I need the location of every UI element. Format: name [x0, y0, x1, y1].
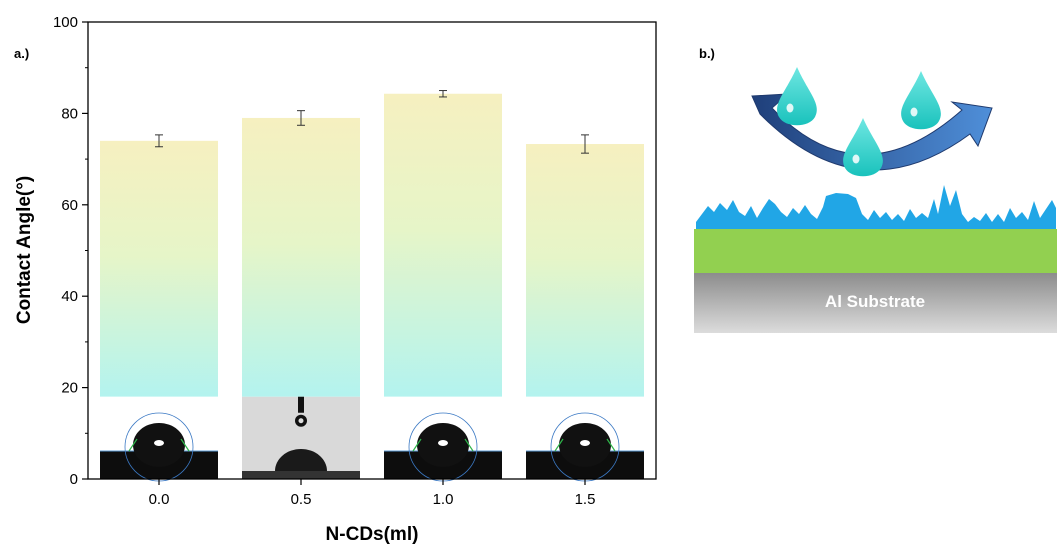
- x-tick-label: 0.5: [291, 491, 312, 508]
- droplet-highlight: [154, 440, 164, 446]
- droplet-highlight: [438, 440, 448, 446]
- x-axis-ticks: 0.0 0.5 1.0 1.5: [149, 479, 596, 508]
- droplet-inset-group: [100, 396, 644, 482]
- droplet-highlight: [580, 440, 590, 446]
- x-tick-label: 1.5: [575, 491, 596, 508]
- y-tick-label: 80: [61, 105, 78, 122]
- droplet-photo-inset: [242, 396, 360, 479]
- tangent-line: [606, 438, 616, 452]
- y-tick-label: 100: [53, 14, 78, 31]
- bar: [526, 144, 644, 397]
- y-tick-label: 0: [70, 471, 78, 488]
- panel-a-label: a.): [14, 46, 29, 61]
- tangent-line: [554, 438, 564, 452]
- x-tick-label: 0.0: [149, 491, 170, 508]
- green-coating-layer: [694, 229, 1057, 273]
- x-axis-title: N-CDs(ml): [326, 524, 419, 545]
- needle-drop-highlight: [298, 418, 304, 424]
- error-bar-group: [155, 90, 589, 154]
- water-droplet-icon: [901, 71, 941, 130]
- bar-group: [100, 93, 644, 397]
- rough-coating-layer: [696, 185, 1056, 230]
- y-tick-label: 60: [61, 197, 78, 214]
- droplet-photo-inset: [100, 396, 218, 482]
- panel-b-label: b.): [699, 46, 715, 61]
- water-droplet-icon: [843, 118, 883, 177]
- y-tick-label: 20: [61, 380, 78, 397]
- rebound-arrow-icon: [751, 93, 993, 171]
- photo-surface: [242, 471, 360, 479]
- bar: [384, 93, 502, 397]
- tangent-line: [128, 438, 138, 452]
- substrate-label: Al Substrate: [825, 292, 925, 311]
- bar: [242, 117, 360, 397]
- x-tick-label: 1.0: [433, 491, 454, 508]
- al-substrate: [694, 273, 1057, 333]
- tangent-line: [412, 438, 422, 452]
- y-axis-title: Contact Angle(°): [14, 176, 35, 324]
- needle: [298, 396, 304, 413]
- bar: [100, 140, 218, 397]
- droplet-photo-inset: [526, 396, 644, 482]
- droplet: [275, 449, 327, 471]
- panel-a-chart: a.) 0 20 40 60 80 100 0.0 0.5 1.0 1.5 Contact An…: [14, 14, 657, 545]
- tangent-line: [180, 438, 190, 452]
- water-droplet-icon: [777, 67, 817, 126]
- panel-b-schematic: b.) Al Substrate: [694, 46, 1057, 333]
- y-tick-label: 40: [61, 288, 78, 305]
- y-axis-ticks: 0 20 40 60 80 100: [53, 14, 88, 488]
- tangent-line: [464, 438, 474, 452]
- droplet-photo-inset: [384, 396, 502, 482]
